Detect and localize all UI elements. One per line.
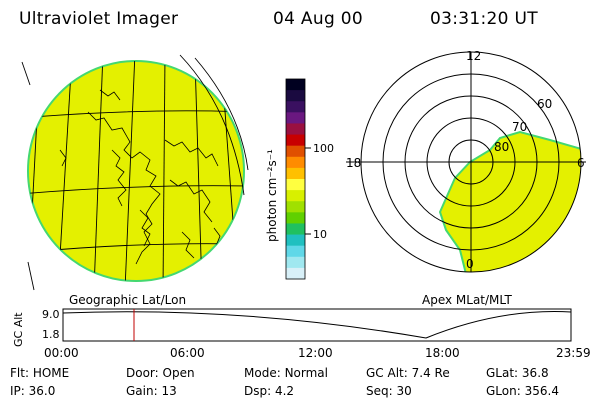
altitude-curve xyxy=(62,311,572,339)
geographic-map xyxy=(21,54,249,291)
colorbar-cell xyxy=(286,223,305,236)
status-mode: Mode: Normal xyxy=(244,366,328,380)
status-flt: Flt: HOME xyxy=(10,366,69,380)
altitude-xtick-0: 00:00 xyxy=(44,346,79,360)
colorbar-frame xyxy=(285,78,306,280)
colorbar-unit-label: photon cm⁻²s⁻¹ xyxy=(265,149,279,242)
colorbar-cell xyxy=(286,134,305,147)
colorbar-cell xyxy=(286,112,305,124)
colorbar: 100 10 photon cm⁻²s⁻¹ xyxy=(265,78,334,280)
colorbar-cell xyxy=(286,234,305,247)
colorbar-cell xyxy=(286,156,305,169)
altitude-xtick-2: 12:00 xyxy=(298,346,333,360)
geo-map-label: Geographic Lat/Lon xyxy=(69,293,186,307)
status-dsp: Dsp: 4.2 xyxy=(244,384,294,398)
geo-image-disk xyxy=(27,60,245,282)
status-ip: IP: 36.0 xyxy=(10,384,55,398)
colorbar-cell xyxy=(286,267,305,280)
colorbar-cell xyxy=(286,190,305,202)
altitude-plot: 9.0 1.8 GC Alt 00:00 06:00 12:00 18:00 2… xyxy=(12,308,591,360)
instrument-title: Ultraviolet Imager xyxy=(19,9,179,29)
mlt-0-label: 0 xyxy=(466,257,474,271)
polar-plot: 12 18 6 0 60 70 80 xyxy=(346,49,586,273)
observation-time: 03:31:20 UT xyxy=(430,9,538,29)
mlt-12-label: 12 xyxy=(466,49,481,63)
status-gc-alt: GC Alt: 7.4 Re xyxy=(366,366,450,380)
mlat-80-label: 80 xyxy=(494,140,509,154)
mlt-18-label: 18 xyxy=(346,156,361,170)
colorbar-cell xyxy=(286,123,305,136)
observation-date: 04 Aug 00 xyxy=(273,9,363,29)
colorbar-cell xyxy=(286,101,305,113)
colorbar-label-10: 10 xyxy=(313,228,327,241)
colorbar-cells xyxy=(286,79,305,280)
status-door: Door: Open xyxy=(126,366,195,380)
auroral-image xyxy=(438,130,581,272)
colorbar-cell xyxy=(286,167,305,180)
mlt-6-label: 6 xyxy=(577,156,585,170)
colorbar-cell xyxy=(286,201,305,213)
status-glat: GLat: 36.8 xyxy=(486,366,549,380)
altitude-xtick-3: 18:00 xyxy=(425,346,460,360)
altitude-ylabel: GC Alt xyxy=(12,312,25,347)
altitude-ytick-top: 9.0 xyxy=(42,308,60,321)
polar-grid xyxy=(346,51,586,273)
geo-limb-lines xyxy=(21,54,249,291)
colorbar-cell xyxy=(286,245,305,258)
polar-plot-label: Apex MLat/MLT xyxy=(422,293,512,307)
altitude-ytick-bottom: 1.8 xyxy=(42,328,60,341)
colorbar-cell xyxy=(286,179,305,191)
altitude-xtick-4: 23:59 xyxy=(556,346,591,360)
colorbar-cell xyxy=(286,90,305,102)
colorbar-cell xyxy=(286,145,305,158)
altitude-xtick-1: 06:00 xyxy=(170,346,205,360)
mlat-60-label: 60 xyxy=(537,97,552,111)
status-seq: Seq: 30 xyxy=(366,384,412,398)
status-gain: Gain: 13 xyxy=(126,384,177,398)
mlat-70-label: 70 xyxy=(512,120,527,134)
colorbar-label-100: 100 xyxy=(313,142,334,155)
status-panel: Flt: HOME Door: Open Mode: Normal GC Alt… xyxy=(10,366,559,398)
colorbar-cell xyxy=(286,79,305,91)
colorbar-cell xyxy=(286,256,305,269)
status-glon: GLon: 356.4 xyxy=(486,384,559,398)
altitude-frame xyxy=(62,308,572,342)
coastlines xyxy=(59,89,223,265)
colorbar-cell xyxy=(286,212,305,224)
